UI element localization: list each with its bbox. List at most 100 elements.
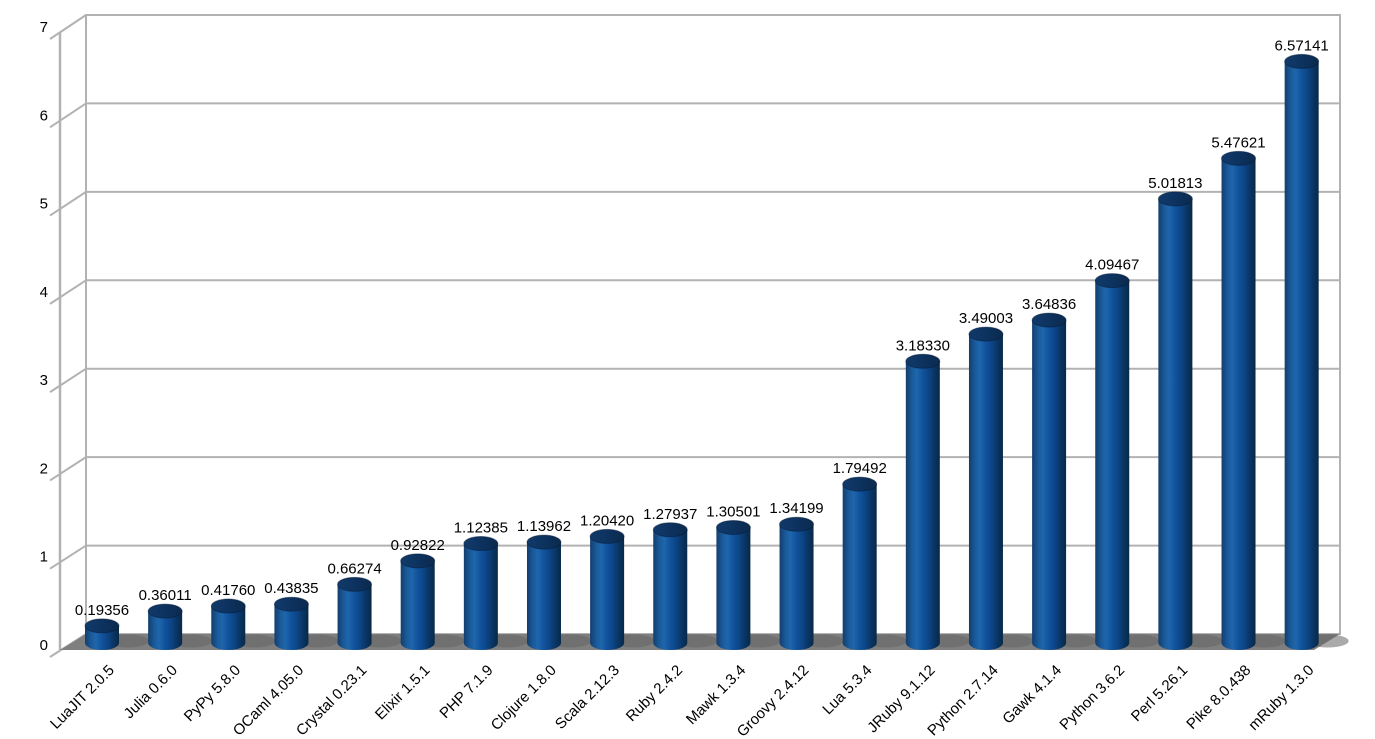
- x-axis-label: LuaJIT 2.0.5: [47, 662, 118, 733]
- y-axis-label: 4: [40, 284, 48, 301]
- bar: [905, 353, 970, 650]
- y-axis-tick: [49, 367, 87, 393]
- bar-top-cap: [273, 596, 309, 612]
- bar-top-cap: [1284, 53, 1320, 69]
- x-axis-label: Lua 5.3.4: [819, 662, 875, 718]
- bar-body: [1095, 280, 1130, 643]
- bar-body: [1284, 61, 1319, 643]
- bar-top-cap: [1094, 273, 1130, 289]
- back-wall: [85, 14, 1341, 635]
- x-axis-label: Ruby 2.4.2: [623, 662, 686, 725]
- bar-value-label: 1.27937: [643, 506, 697, 523]
- y-axis-tick: [49, 279, 87, 305]
- bar-top-cap: [400, 553, 436, 569]
- bar-body: [1158, 198, 1193, 643]
- x-axis-label: Elixir 1.5.1: [372, 662, 434, 724]
- bar-top-cap: [842, 476, 878, 492]
- y-axis-tick: [49, 14, 87, 40]
- y-axis-label: 5: [40, 196, 48, 213]
- bar-top-cap: [210, 598, 246, 614]
- bar-value-label: 1.20420: [580, 512, 634, 529]
- bar-top-cap: [1221, 150, 1257, 166]
- bar: [1094, 273, 1160, 650]
- bar-body: [779, 524, 814, 643]
- bar-body: [337, 584, 372, 643]
- bar: [526, 534, 591, 650]
- bar-body: [590, 536, 625, 643]
- x-axis-label: Gawk 4.1.4: [999, 662, 1065, 728]
- y-axis-label: 7: [40, 19, 48, 36]
- bar-top-cap: [1031, 312, 1067, 328]
- bar-value-label: 1.30501: [706, 504, 760, 521]
- bar-top-cap: [968, 326, 1004, 342]
- bar-body: [968, 334, 1003, 643]
- bar-value-label: 1.34199: [769, 500, 823, 517]
- bar-top-cap: [715, 520, 751, 536]
- bar: [1284, 53, 1349, 650]
- bar-body: [1032, 320, 1067, 643]
- x-axis-label: Python 3.6.2: [1056, 662, 1128, 734]
- y-axis-tick: [49, 456, 87, 482]
- bar-top-cap: [463, 536, 499, 552]
- bar-value-label: 3.64836: [1022, 296, 1076, 313]
- bar-top-cap: [526, 534, 562, 550]
- bar-value-label: 0.36011: [139, 587, 192, 604]
- x-axis-label: Clojure 1.8.0: [488, 662, 560, 734]
- bar: [84, 618, 149, 650]
- bar-value-label: 1.79492: [833, 460, 887, 477]
- bar: [652, 522, 718, 650]
- x-axis-label: Pike 8.0.438: [1183, 662, 1254, 733]
- x-axis-label: Julia 0.6.0: [121, 662, 181, 722]
- bar: [210, 598, 276, 650]
- bar-body: [716, 527, 751, 643]
- bar-top-cap: [147, 603, 183, 619]
- bar-top-cap: [652, 522, 688, 538]
- bar-body: [905, 361, 940, 643]
- bar: [589, 528, 655, 650]
- bar-value-label: 3.49003: [959, 310, 1013, 327]
- bar-body: [526, 542, 561, 643]
- bar-top-cap: [84, 618, 120, 634]
- bar-body: [842, 484, 877, 643]
- x-axis-label: Perl 5.26.1: [1128, 662, 1191, 725]
- bar-value-label: 4.09467: [1085, 257, 1139, 274]
- bar: [147, 603, 213, 650]
- bar-body: [653, 529, 688, 643]
- bar-top-cap: [589, 528, 625, 544]
- bar-value-label: 6.57141: [1275, 37, 1329, 54]
- x-axis-label: PHP 7.1.9: [436, 662, 496, 722]
- bar-value-label: 5.01813: [1148, 175, 1202, 192]
- y-axis-label: 1: [40, 549, 48, 566]
- bar: [337, 576, 402, 650]
- bar-body: [1221, 158, 1256, 643]
- bar: [779, 516, 844, 650]
- y-axis-label: 2: [40, 460, 48, 477]
- x-axis-label: Mawk 1.3.4: [683, 662, 749, 728]
- bar-value-label: 0.66274: [327, 560, 381, 577]
- bar-value-label: 0.43835: [264, 580, 318, 597]
- y-axis-tick: [49, 102, 87, 129]
- y-axis-label: 0: [40, 637, 48, 654]
- bar-value-label: 0.19356: [75, 602, 129, 619]
- bar: [1031, 312, 1097, 650]
- x-axis-label: Scala 2.12.3: [552, 662, 623, 733]
- bar: [1157, 191, 1223, 650]
- bar: [715, 520, 781, 650]
- bar-body: [400, 560, 435, 643]
- bar: [463, 536, 528, 650]
- bar: [968, 326, 1033, 650]
- bar: [842, 476, 907, 650]
- bar-value-label: 1.12385: [454, 520, 508, 537]
- y-axis-label: 3: [40, 372, 48, 389]
- bar-top-cap: [1157, 191, 1193, 207]
- bar-value-label: 0.41760: [201, 582, 255, 599]
- bar-value-label: 1.13962: [517, 518, 571, 535]
- bar-value-label: 0.92822: [391, 537, 445, 554]
- bar-top-cap: [337, 576, 373, 592]
- bar-body: [463, 543, 498, 643]
- x-axis-label: mRuby 1.3.0: [1245, 662, 1317, 734]
- y-axis-tick: [49, 544, 87, 570]
- bar: [1221, 150, 1286, 650]
